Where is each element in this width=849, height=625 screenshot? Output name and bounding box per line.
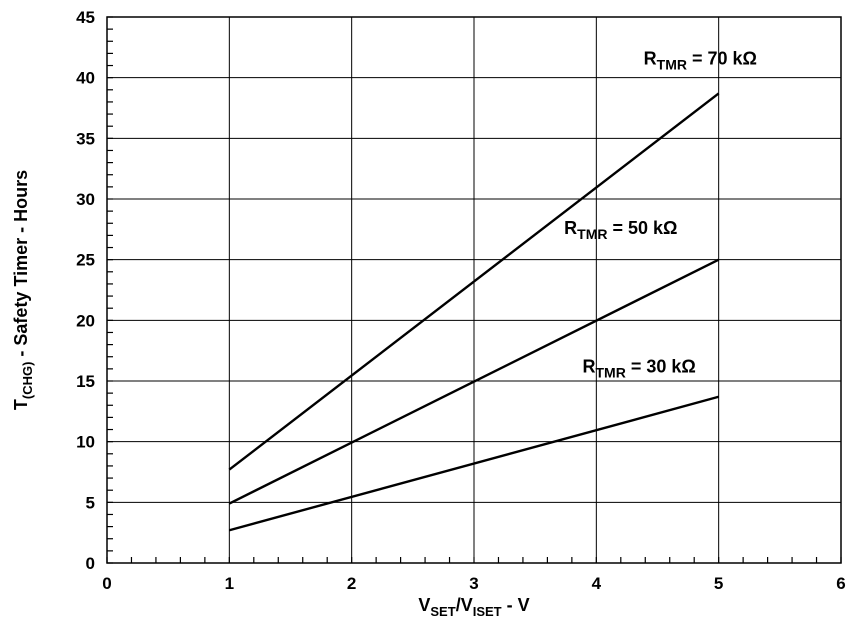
y-tick-label: 45 xyxy=(76,8,95,27)
y-tick-label: 0 xyxy=(86,554,95,573)
series-line xyxy=(229,395,719,532)
x-tick-label: 5 xyxy=(714,574,723,593)
x-tick-label: 2 xyxy=(347,574,356,593)
series-annotation: RTMR = 30 kΩ xyxy=(582,357,695,381)
y-tick-label: 15 xyxy=(76,372,95,391)
series-line xyxy=(228,92,720,471)
series-annotations: RTMR = 70 kΩ RTMR = 50 kΩ RTMR = 30 kΩ xyxy=(564,48,757,380)
plot-frame xyxy=(106,16,842,564)
y-tick-label: 10 xyxy=(76,433,95,452)
series-annotation: RTMR = 70 kΩ xyxy=(644,48,757,72)
minor-ticks xyxy=(106,16,842,564)
y-tick-label: 5 xyxy=(86,493,95,512)
series-line xyxy=(228,258,720,505)
grid xyxy=(106,16,842,564)
x-axis-title: VSET/VISET - V xyxy=(418,595,529,619)
y-tick-label: 30 xyxy=(76,190,95,209)
y-tick-label: 25 xyxy=(76,251,95,270)
x-tick-label: 3 xyxy=(469,574,478,593)
y-axis-title: T(CHG) - Safety Timer - Hours xyxy=(11,170,35,410)
series-lines xyxy=(228,92,720,532)
x-tick-labels: 0 1 2 3 4 5 6 xyxy=(102,574,845,593)
x-tick-label: 4 xyxy=(592,574,602,593)
x-tick-label: 6 xyxy=(836,574,845,593)
series-annotation: RTMR = 50 kΩ xyxy=(564,218,677,242)
x-tick-label: 1 xyxy=(225,574,234,593)
y-tick-label: 35 xyxy=(76,129,95,148)
y-tick-labels: 0 5 10 15 20 25 30 35 40 45 xyxy=(76,8,95,573)
y-tick-label: 40 xyxy=(76,69,95,88)
y-tick-label: 20 xyxy=(76,311,95,330)
x-tick-label: 0 xyxy=(102,574,111,593)
